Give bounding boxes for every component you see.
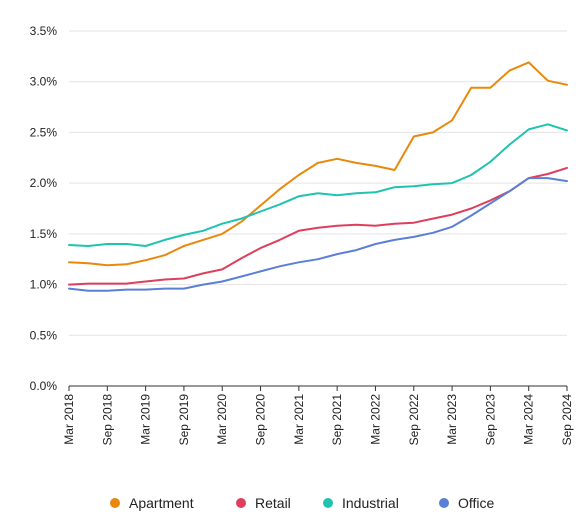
x-tick-label: Mar 2024: [522, 394, 536, 445]
gridlines: [69, 30, 567, 336]
series-line-retail: [68, 166, 568, 286]
y-axis-tick-labels: 0.0% 0.5% 1.0% 1.5% 2.0% 2.5% 3.0% 3.5%: [30, 24, 58, 393]
x-tick-label: Sep 2021: [330, 394, 344, 446]
x-tick-label: Mar 2023: [445, 394, 459, 445]
series-line-office: [68, 177, 568, 292]
legend-marker: [236, 498, 246, 508]
x-tick-label: Mar 2021: [292, 394, 306, 445]
legend-item-apartment: Apartment: [110, 495, 194, 511]
legend-marker: [323, 498, 333, 508]
x-tick-label: Mar 2018: [62, 394, 76, 445]
y-tick-label: 3.5%: [30, 24, 58, 38]
series-line-apartment: [68, 61, 568, 267]
x-tick-label: Sep 2022: [407, 394, 421, 446]
y-tick-label: 0.5%: [30, 328, 58, 342]
y-tick-label: 1.0%: [30, 278, 58, 292]
legend-label: Apartment: [129, 495, 194, 511]
x-tick-label: Mar 2022: [368, 394, 382, 445]
legend-marker: [110, 498, 120, 508]
y-tick-label: 1.5%: [30, 227, 58, 241]
legend-item-office: Office: [439, 495, 495, 511]
y-tick-label: 0.0%: [30, 379, 58, 393]
legend-item-industrial: Industrial: [323, 495, 399, 511]
x-tick-label: Sep 2020: [254, 394, 268, 446]
x-tick-label: Mar 2020: [215, 394, 229, 445]
x-tick-label: Sep 2019: [177, 394, 191, 446]
y-tick-label: 3.0%: [30, 75, 58, 89]
legend-label: Office: [458, 495, 495, 511]
x-tick-label: Sep 2024: [560, 394, 574, 446]
legend-marker: [439, 498, 449, 508]
x-axis-tick-labels: Mar 2018 Sep 2018 Mar 2019 Sep 2019 Mar 2020…: [62, 386, 574, 445]
series-lines: [68, 61, 568, 292]
legend-item-retail: Retail: [236, 495, 291, 511]
y-tick-label: 2.0%: [30, 176, 58, 190]
legend-label: Retail: [255, 495, 291, 511]
legend-label: Industrial: [342, 495, 399, 511]
legend: Apartment Retail Industrial Office: [110, 495, 495, 511]
x-tick-label: Sep 2023: [483, 394, 497, 446]
x-tick-label: Mar 2019: [139, 394, 153, 445]
x-tick-label: Sep 2018: [100, 394, 114, 446]
y-tick-label: 2.5%: [30, 125, 58, 139]
series-line-industrial: [68, 123, 568, 247]
